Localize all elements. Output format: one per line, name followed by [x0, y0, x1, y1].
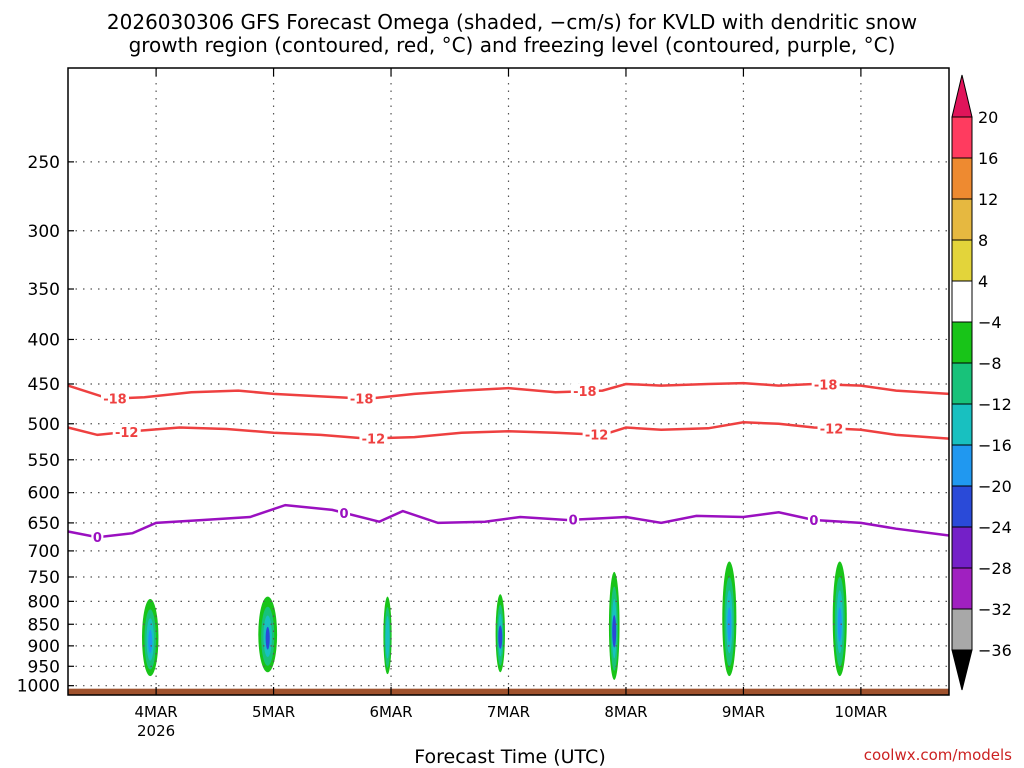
- x-tick-label: 7MAR: [487, 703, 530, 721]
- omega-cell-2-core: [385, 627, 390, 651]
- x-tick-label: 10MAR: [835, 703, 888, 721]
- y-tick-label: 1000: [17, 677, 60, 697]
- omega-cell-0-core: [148, 629, 153, 653]
- omega-cell-4-core: [612, 615, 617, 648]
- colorbar-segment-10: [951, 526, 973, 569]
- y-tick-label: 650: [28, 514, 60, 534]
- colorbar-segment-9: [951, 485, 973, 528]
- chart-title-line-1: 2026030306 GFS Forecast Omega (shaded, −…: [107, 10, 917, 34]
- x-tick-label: 6MAR: [369, 703, 412, 721]
- omega-cell-1-core: [265, 626, 270, 650]
- y-tick-label: 800: [28, 592, 60, 612]
- x-axis-title: Forecast Time (UTC): [414, 746, 605, 768]
- y-axis: 2503003504004505005506006507007508008509…: [17, 153, 74, 697]
- colorbar-segment-8: [951, 444, 973, 487]
- contour-label-bg-0-2: [570, 383, 599, 399]
- y-tick-label: 550: [28, 451, 60, 471]
- contour-label-bg-1-0: [112, 423, 141, 439]
- y-tick-label: 450: [28, 375, 60, 395]
- contour-label--18: -18: [814, 378, 838, 393]
- colorbar-segment-4: [951, 280, 973, 323]
- y-tick-label: 700: [28, 542, 60, 562]
- contour-label-bg-2-2: [567, 511, 580, 527]
- colorbar-top-arrow: [951, 74, 973, 118]
- contour-0: [67, 503, 950, 539]
- contour-label--18: -18: [573, 385, 597, 400]
- chart-title-line-2: growth region (contoured, red, °C) and f…: [129, 33, 896, 57]
- colorbar-segment-1: [951, 157, 973, 200]
- colorbar-segment-5: [951, 321, 973, 364]
- contour-label--12: -12: [820, 422, 844, 437]
- contour-label-0: 0: [93, 531, 102, 546]
- y-tick-label: 850: [28, 615, 60, 635]
- contour-label-0: 0: [569, 514, 578, 529]
- omega-cell-6-core: [837, 607, 842, 642]
- y-tick-label: 300: [28, 222, 60, 242]
- contour-lines: -18 -18 -18 -18 -12 -12 -12 -12 0 0 0 0: [67, 376, 950, 546]
- colorbar-label: −36: [978, 641, 1012, 660]
- omega-cell-3-core: [498, 625, 503, 649]
- colorbar-segment-6: [951, 362, 973, 405]
- colorbar-label: 4: [978, 272, 988, 291]
- x-tick-label: 8MAR: [604, 703, 647, 721]
- contour-label-bg-2-1: [338, 504, 351, 520]
- y-tick-label: 400: [28, 330, 60, 350]
- x-tick-label: 9MAR: [722, 703, 765, 721]
- colorbar-label: −16: [978, 436, 1012, 455]
- colorbar-label: −12: [978, 395, 1012, 414]
- contour-label-0: 0: [340, 507, 349, 522]
- contour-label--12: -12: [115, 426, 139, 441]
- credit-link[interactable]: coolwx.com/models: [864, 746, 1012, 764]
- colorbar-label: −8: [978, 354, 1002, 373]
- y-tick-label: 350: [28, 280, 60, 300]
- contour-label-bg-1-1: [359, 430, 388, 446]
- x-tick-sublabel: 2026: [137, 722, 175, 740]
- y-tick-label: 600: [28, 484, 60, 504]
- colorbar-label: −20: [978, 477, 1012, 496]
- contour-label-0: 0: [809, 514, 818, 529]
- colorbar-label: −32: [978, 600, 1012, 619]
- colorbar-label: −28: [978, 559, 1012, 578]
- x-tick-label: 5MAR: [252, 703, 295, 721]
- colorbar-bottom-arrow: [951, 649, 973, 691]
- y-tick-label: 250: [28, 153, 60, 173]
- omega-shading: [68, 561, 949, 695]
- contour-label-bg-0-3: [811, 376, 840, 392]
- colorbar-label: 8: [978, 231, 988, 250]
- contour-label--12: -12: [585, 429, 609, 444]
- colorbar: 20 16 12 8 4 −4 −8 −12 −16 −20 −24 −28 −32 −36: [951, 74, 1012, 691]
- contour-label-bg-0-1: [347, 390, 376, 406]
- colorbar-label: 12: [978, 190, 998, 209]
- colorbar-label: 16: [978, 149, 998, 168]
- colorbar-label: −24: [978, 518, 1012, 537]
- y-tick-label: 500: [28, 415, 60, 435]
- colorbar-label: 20: [978, 108, 998, 127]
- contour-label-bg-2-3: [807, 511, 820, 527]
- contour-label-bg-2-0: [91, 529, 104, 545]
- y-tick-label: 900: [28, 637, 60, 657]
- y-tick-label: 950: [28, 657, 60, 677]
- colorbar-segment-2: [951, 198, 973, 241]
- contour-label--18: -18: [103, 393, 127, 408]
- colorbar-label: −4: [978, 313, 1002, 332]
- contour-label-bg-0-0: [100, 390, 129, 406]
- contour--12: [67, 421, 950, 440]
- contour-label--18: -18: [350, 392, 374, 407]
- contour-label-bg-1-2: [582, 426, 611, 442]
- colorbar-segment-3: [951, 239, 973, 282]
- contour--18: [67, 381, 950, 401]
- y-tick-label: 750: [28, 568, 60, 588]
- x-tick-label: 4MAR: [135, 703, 178, 721]
- colorbar-segment-12: [951, 608, 973, 651]
- colorbar-segment-0: [951, 116, 973, 159]
- colorbar-segment-7: [951, 403, 973, 446]
- colorbar-segment-11: [951, 567, 973, 610]
- contour-label--12: -12: [362, 432, 386, 447]
- contour-label-bg-1-3: [817, 420, 846, 436]
